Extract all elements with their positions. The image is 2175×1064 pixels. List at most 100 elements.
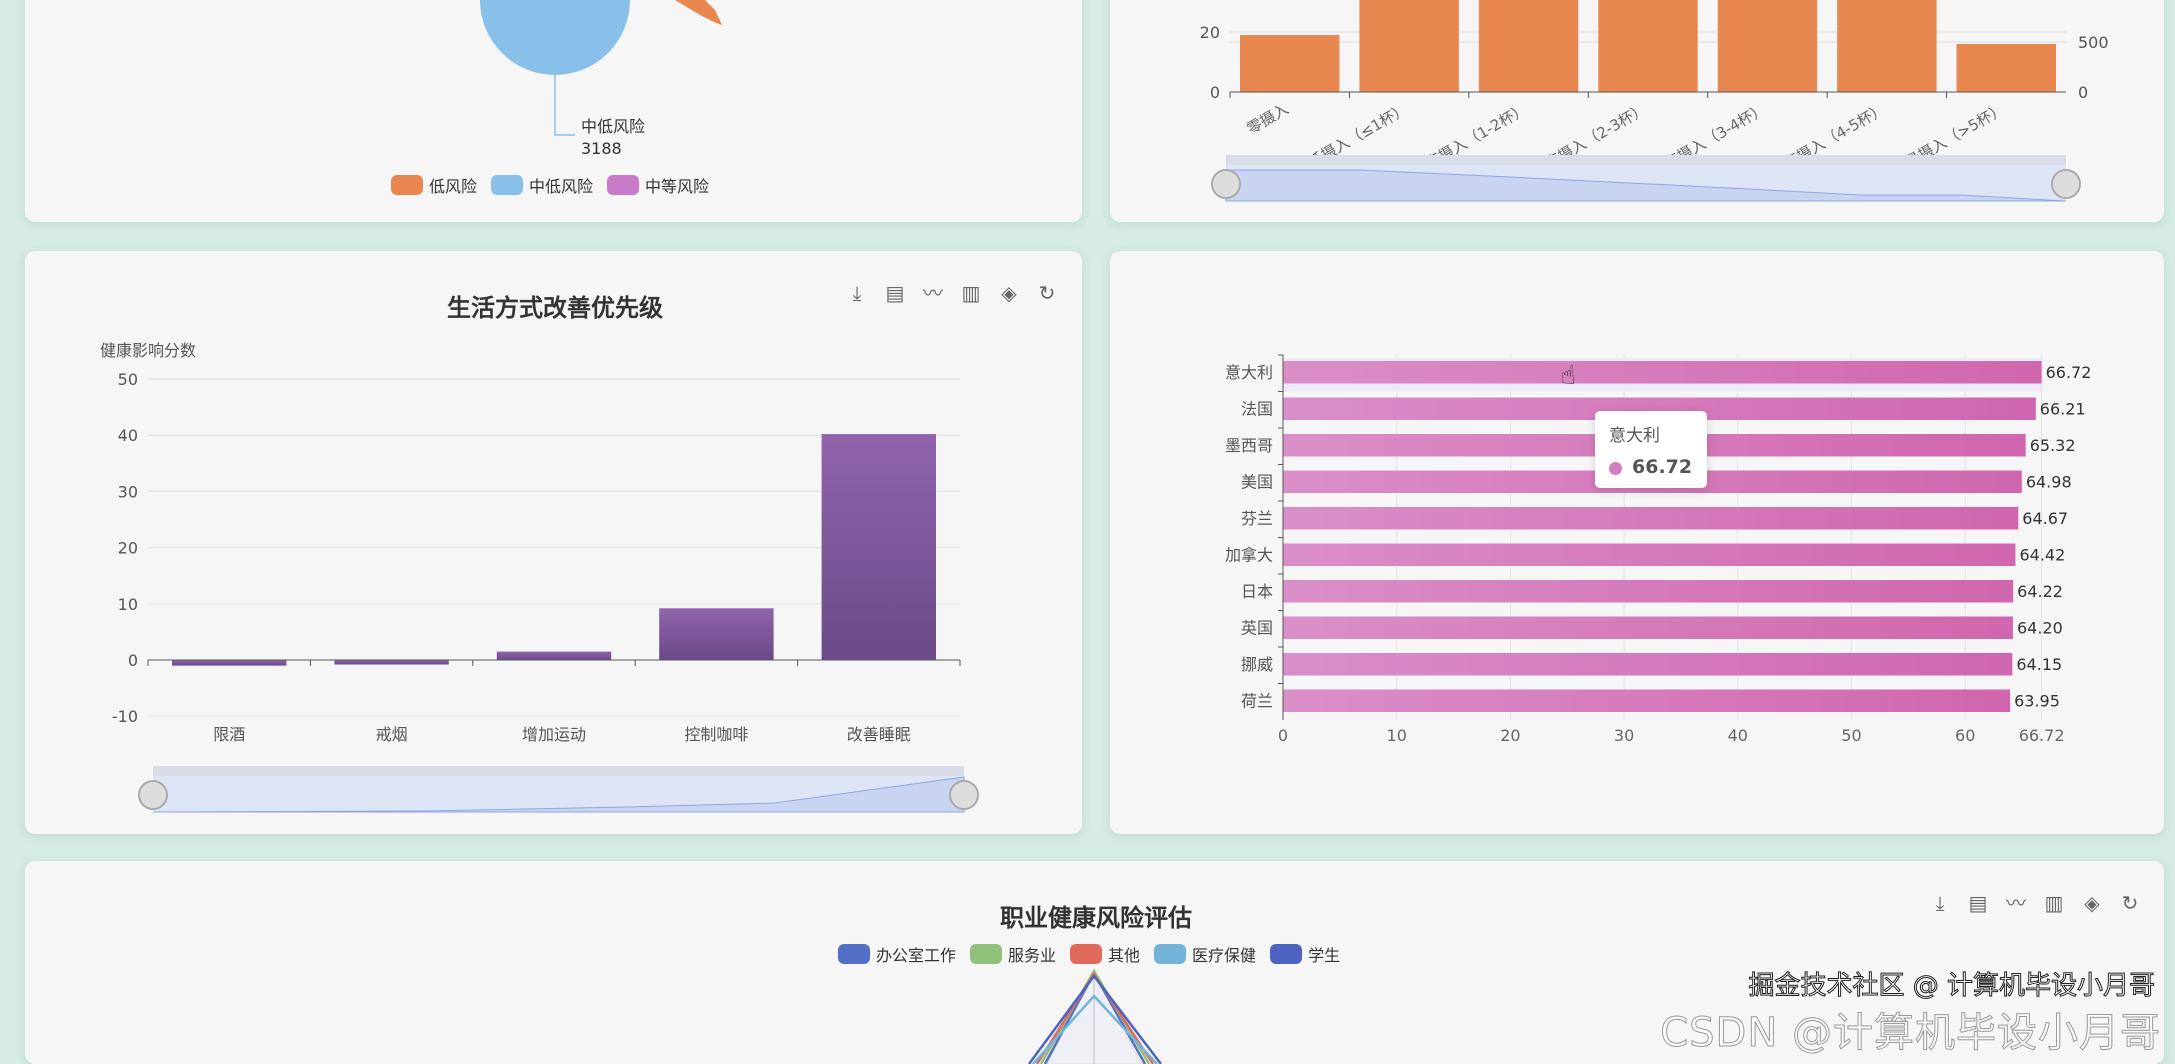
legend-label: 其他 [1108, 946, 1141, 965]
bar[interactable] [1283, 616, 2013, 640]
legend-item[interactable]: 中等风险 [607, 173, 709, 197]
lifestyle-bar-chart: 健康影响分数 -10 0 10 20 30 40 50 限酒 戒烟 增加运动 控制咖啡 改善睡眠 [100, 341, 979, 813]
line-chart-icon[interactable]: 〰 [2006, 891, 2026, 915]
lifestyle-card: 生活方式改善优先级 ⤓ ▤ 〰 ▥ ◈ ↻ 健康影响分数 -10 0 10 20 30 40 50 限酒 戒… [25, 251, 1082, 834]
bar [1598, 0, 1698, 92]
bar-chart-icon[interactable]: ▥ [961, 281, 981, 305]
y-tick-label: 日本 [1241, 582, 1273, 601]
y-tick-label: 英国 [1241, 619, 1273, 638]
legend-item[interactable]: 医疗保健 [1154, 942, 1256, 966]
legend-swatch [491, 175, 524, 195]
bar[interactable] [1283, 653, 2013, 676]
radar-series-line [1032, 994, 1158, 1064]
datazoom-handle[interactable] [138, 780, 168, 810]
bar [1717, 0, 1818, 92]
bar[interactable] [821, 434, 936, 660]
y-tick-label: 意大利 [1225, 363, 1273, 382]
bar[interactable] [496, 651, 612, 660]
x-tick-label: 限酒 [213, 725, 245, 744]
y-tick-label: 法国 [1241, 400, 1273, 419]
datazoom-handle[interactable] [2051, 169, 2081, 199]
bar[interactable] [1283, 689, 2011, 713]
chart-title: 生活方式改善优先级 [447, 294, 663, 322]
radar-series-line [1039, 968, 1151, 1064]
value-label: 63.95 [2014, 692, 2060, 711]
pie-slice-low [675, 0, 722, 25]
value-label: 64.98 [2026, 473, 2072, 492]
value-label: 64.15 [2016, 655, 2062, 674]
y-tick-label: 芬兰 [1241, 509, 1273, 528]
bar [1956, 44, 2056, 92]
value-label: 64.42 [2019, 546, 2065, 565]
y2-tick-label: 500 [2078, 33, 2109, 52]
x-tick-label: 零摄入 [1244, 100, 1292, 138]
legend-item[interactable]: 其他 [1070, 942, 1140, 966]
tooltip-marker [1609, 461, 1622, 475]
bar[interactable] [334, 660, 449, 665]
download-icon[interactable]: ⤓ [852, 281, 862, 305]
bar[interactable] [1283, 580, 2014, 603]
country-bar-card: 0 10 20 30 40 50 60 66.72 意大利 66.72 法国 66.21 墨西哥 65.3… [1110, 251, 2164, 834]
refresh-icon[interactable]: ↻ [1038, 281, 1056, 305]
bar[interactable] [1283, 543, 2016, 567]
stack-icon[interactable]: ◈ [1001, 281, 1017, 305]
radar-series-line [1027, 973, 1162, 1064]
data-view-icon[interactable]: ▤ [1968, 891, 1988, 915]
pie-label-line [554, 35, 575, 136]
value-label: 64.67 [2022, 509, 2068, 528]
legend-swatch [1070, 944, 1103, 964]
y-tick-label: 10 [118, 595, 138, 614]
y-tick-label: 挪威 [1241, 655, 1273, 674]
legend-item[interactable]: 中低风险 [491, 173, 593, 197]
bar[interactable] [659, 608, 774, 660]
bar[interactable] [1283, 507, 2019, 530]
pie-label-value: 3188 [581, 139, 622, 158]
x-tick-label: 10 [1387, 726, 1407, 745]
risk-pie-card: 中低风险 3188 低风险 中低风险 中等风险 [25, 0, 1082, 222]
bar[interactable] [172, 660, 287, 666]
x-tick-label: 20 [1500, 726, 1520, 745]
legend-label: 医疗保健 [1192, 946, 1257, 965]
radar-legend: 办公室工作 服务业 其他 医疗保健 学生 [838, 942, 1340, 966]
value-label: 65.32 [2030, 436, 2076, 455]
tooltip-value: 66.72 [1632, 456, 1693, 478]
y-tick-label: 墨西哥 [1225, 436, 1273, 455]
x-tick-label: 50 [1841, 726, 1861, 745]
chart-tooltip: 意大利 66.72 [1595, 411, 1707, 488]
legend-item[interactable]: 服务业 [970, 942, 1056, 966]
bar[interactable] [1283, 397, 2036, 421]
download-icon[interactable]: ⤓ [1935, 891, 1945, 915]
legend-swatch [607, 175, 640, 195]
value-label: 64.20 [2017, 619, 2063, 638]
legend-label: 学生 [1308, 946, 1341, 965]
datazoom-handle[interactable] [1211, 169, 1241, 199]
legend-swatch [970, 944, 1003, 964]
legend-label: 办公室工作 [876, 946, 957, 965]
chart-title: 职业健康风险评估 [1000, 904, 1192, 932]
legend-item[interactable]: 办公室工作 [838, 942, 956, 966]
legend-item[interactable]: 学生 [1270, 942, 1340, 966]
datazoom-preview [1225, 169, 2067, 202]
y-tick-label: 美国 [1241, 473, 1273, 492]
datazoom-bar [153, 766, 964, 776]
data-view-icon[interactable]: ▤ [885, 281, 905, 305]
coffee-bar-card: 零摄入 低摄入（≤1杯） 轻度摄入（1-2杯） 中度摄入（2-3杯） 较高摄入（3-4杯… [1110, 0, 2164, 222]
y-tick-label: 50 [118, 370, 138, 389]
bar [1359, 0, 1459, 92]
legend-item[interactable]: 低风险 [391, 173, 477, 197]
datazoom-handle[interactable] [949, 780, 979, 810]
hand-cursor-icon: ☝ [1560, 361, 1576, 391]
x-tick-label: 控制咖啡 [684, 725, 748, 744]
line-chart-icon[interactable]: 〰 [923, 281, 943, 305]
value-label: 64.22 [2017, 582, 2063, 601]
refresh-icon[interactable]: ↻ [2121, 891, 2139, 915]
bar[interactable] [1283, 361, 2042, 384]
occupation-radar-card: 职业健康风险评估 办公室工作 服务业 其他 医疗保健 学生 ⤓ ▤ 〰 ▥ ◈ ↻ [25, 861, 2164, 1064]
x-tick-label: 66.72 [2019, 726, 2065, 745]
watermark-csdn: CSDN @计算机毕设小月哥 [1660, 1010, 2161, 1057]
stack-icon[interactable]: ◈ [2084, 891, 2100, 915]
legend-swatch [1154, 944, 1187, 964]
tooltip-name: 意大利 [1609, 426, 1660, 446]
bar-chart-icon[interactable]: ▥ [2044, 891, 2064, 915]
bar [1837, 0, 1937, 92]
